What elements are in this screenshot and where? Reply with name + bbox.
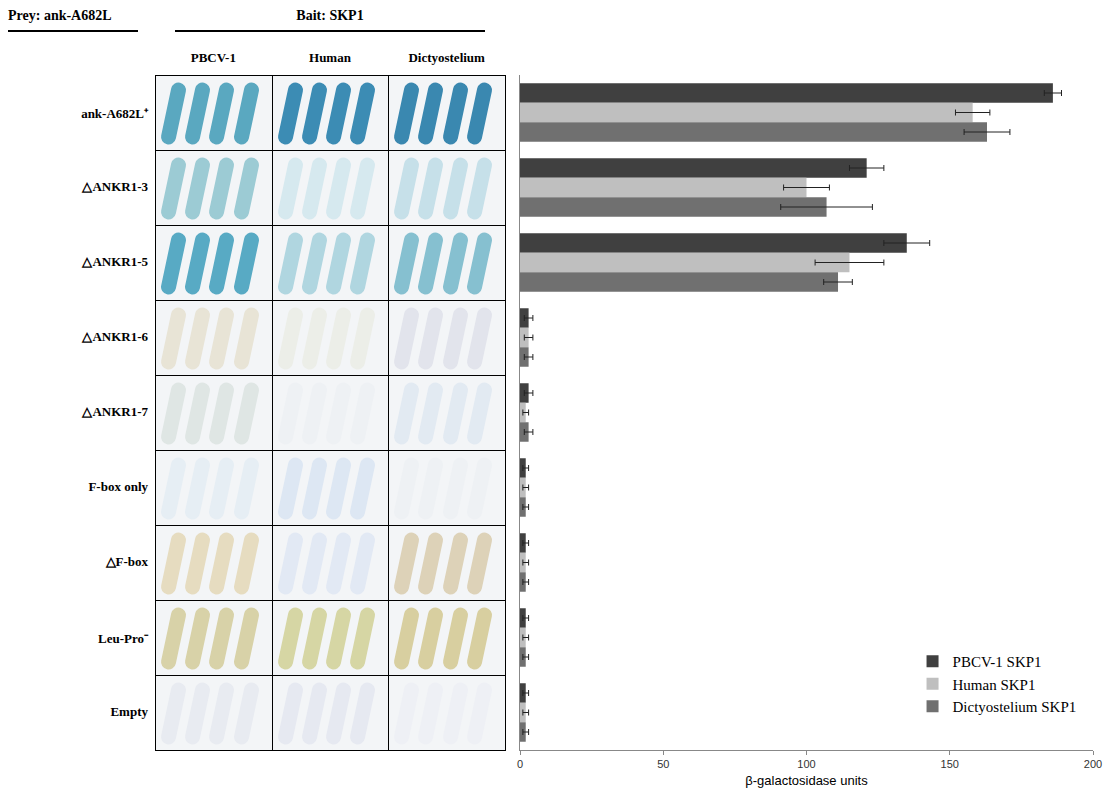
html-text:Dictyostelium: Dictyostelium [408,50,485,65]
html-text:Bait: SKP1: Bait: SKP1 [296,8,364,23]
html-text:△F-box: △F-box [105,553,148,569]
svg-text:Dictyostelium SKP1: Dictyostelium SKP1 [953,699,1077,715]
svg-text:Human SKP1: Human SKP1 [953,677,1036,693]
html-text:ank-A682L⁺: ank-A682L⁺ [81,105,148,121]
html-text:Leu-Pro⁻: Leu-Pro⁻ [98,630,148,646]
svg-text:200: 200 [1084,758,1102,770]
html-text:Empty: Empty [110,703,148,719]
svg-text:β-galactosidase units: β-galactosidase units [745,773,868,788]
html-text:△ANKR1-6: △ANKR1-6 [82,328,148,344]
svg-text:100: 100 [797,758,815,770]
html-text:Prey: ank-A682L: Prey: ank-A682L [8,8,112,23]
html-text:PBCV-1: PBCV-1 [190,50,236,65]
html-text:F-box only: F-box only [88,478,148,494]
svg-text:PBCV-1 SKP1: PBCV-1 SKP1 [953,654,1042,670]
svg-text:150: 150 [941,758,959,770]
html-text:△ANKR1-7: △ANKR1-7 [82,403,148,419]
svg-text:50: 50 [657,758,669,770]
html-text:△ANKR1-5: △ANKR1-5 [82,253,148,269]
html-text:△ANKR1-3: △ANKR1-3 [82,178,148,194]
svg-text:0: 0 [517,758,523,770]
html-text:Human: Human [309,50,351,65]
